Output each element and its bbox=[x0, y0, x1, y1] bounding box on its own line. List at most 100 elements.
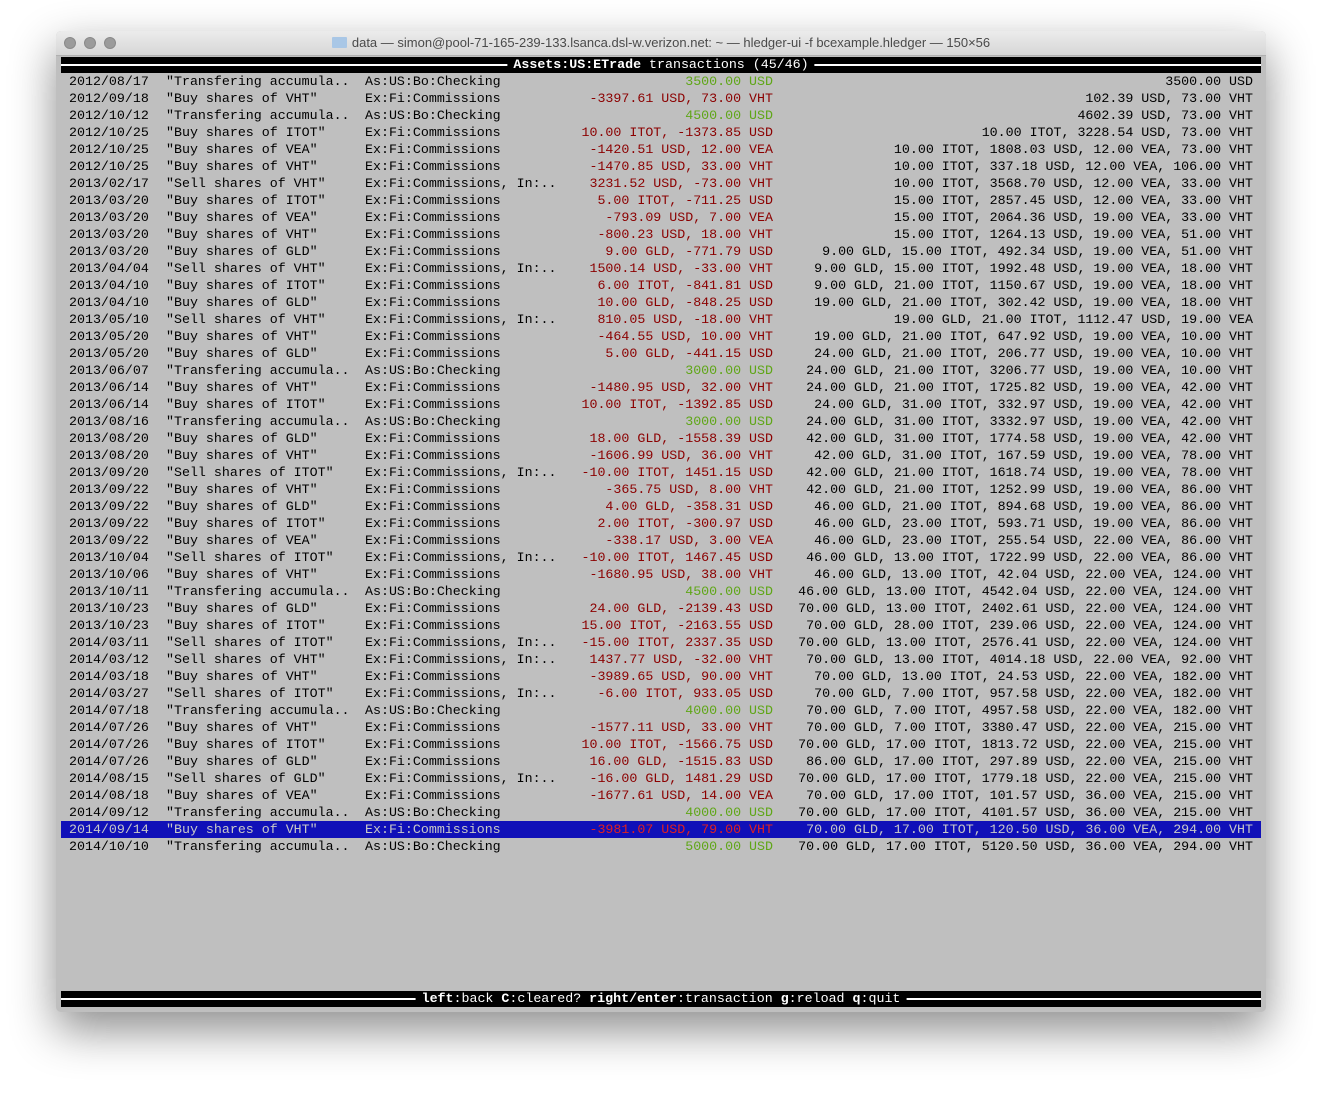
transaction-list[interactable]: 2012/08/17 "Transfering accumula.. As:US:B… bbox=[61, 73, 1261, 855]
table-row[interactable]: 2012/08/17 "Transfering accumula.. As:US:B… bbox=[61, 73, 1261, 90]
balance-cell: 10.00 ITOT, 3228.54 USD, 73.00 VHT bbox=[981, 125, 1253, 140]
change-cell: -464.55 USD, 10.00 VHT bbox=[597, 329, 773, 344]
account-cell: Ex:Fi:Commissions bbox=[365, 448, 501, 463]
description-cell: "Transfering accumula.. bbox=[166, 805, 350, 820]
table-row[interactable]: 2013/05/20 "Buy shares of VHT" Ex:Fi:Commi… bbox=[61, 328, 1261, 345]
table-row[interactable]: 2013/05/20 "Buy shares of GLD" Ex:Fi:Commi… bbox=[61, 345, 1261, 362]
table-row[interactable]: 2013/08/16 "Transfering accumula.. As:US:B… bbox=[61, 413, 1261, 430]
key-action: :transaction bbox=[676, 991, 781, 1006]
table-row[interactable]: 2014/03/11 "Sell shares of ITOT" Ex:Fi:Com… bbox=[61, 634, 1261, 651]
balance-cell: 70.00 GLD, 17.00 ITOT, 1813.72 USD, 22.0… bbox=[798, 737, 1253, 752]
table-row[interactable]: 2014/03/18 "Buy shares of VHT" Ex:Fi:Commi… bbox=[61, 668, 1261, 685]
balance-cell: 3500.00 USD bbox=[1165, 74, 1253, 89]
account-cell: Ex:Fi:Commissions bbox=[365, 142, 501, 157]
date-cell: 2012/09/18 bbox=[69, 91, 149, 106]
table-row[interactable]: 2013/09/20 "Sell shares of ITOT" Ex:Fi:Com… bbox=[61, 464, 1261, 481]
balance-cell: 70.00 GLD, 17.00 ITOT, 1779.18 USD, 22.0… bbox=[798, 771, 1253, 786]
table-row[interactable]: 2014/08/18 "Buy shares of VEA" Ex:Fi:Commi… bbox=[61, 787, 1261, 804]
table-row[interactable]: 2014/07/26 "Buy shares of ITOT" Ex:Fi:Comm… bbox=[61, 736, 1261, 753]
table-row[interactable]: 2013/09/22 "Buy shares of VEA" Ex:Fi:Commi… bbox=[61, 532, 1261, 549]
table-row[interactable]: 2014/07/18 "Transfering accumula.. As:US:B… bbox=[61, 702, 1261, 719]
account-cell: Ex:Fi:Commissions bbox=[365, 295, 501, 310]
table-row[interactable]: 2014/09/12 "Transfering accumula.. As:US:B… bbox=[61, 804, 1261, 821]
table-row[interactable]: 2012/10/25 "Buy shares of ITOT" Ex:Fi:Comm… bbox=[61, 124, 1261, 141]
date-cell: 2014/03/18 bbox=[69, 669, 149, 684]
date-cell: 2013/04/04 bbox=[69, 261, 149, 276]
date-cell: 2012/10/25 bbox=[69, 125, 149, 140]
balance-cell: 19.00 GLD, 21.00 ITOT, 1112.47 USD, 19.0… bbox=[893, 312, 1253, 327]
table-row[interactable]: 2012/10/25 "Buy shares of VHT" Ex:Fi:Commi… bbox=[61, 158, 1261, 175]
description-cell: "Buy shares of GLD" bbox=[166, 295, 318, 310]
description-cell: "Buy shares of ITOT" bbox=[166, 516, 326, 531]
change-cell: -1480.95 USD, 32.00 VHT bbox=[589, 380, 773, 395]
table-row[interactable]: 2013/04/10 "Buy shares of ITOT" Ex:Fi:Comm… bbox=[61, 277, 1261, 294]
date-cell: 2013/03/20 bbox=[69, 227, 149, 242]
key-action: :cleared? bbox=[509, 991, 590, 1006]
account-cell: As:US:Bo:Checking bbox=[365, 584, 501, 599]
balance-cell: 46.00 GLD, 13.00 ITOT, 1722.99 USD, 22.0… bbox=[806, 550, 1253, 565]
table-row[interactable]: 2014/08/15 "Sell shares of GLD" Ex:Fi:Comm… bbox=[61, 770, 1261, 787]
table-row[interactable]: 2013/03/20 "Buy shares of ITOT" Ex:Fi:Comm… bbox=[61, 192, 1261, 209]
table-row[interactable]: 2013/08/20 "Buy shares of GLD" Ex:Fi:Commi… bbox=[61, 430, 1261, 447]
table-row[interactable]: 2014/03/12 "Sell shares of VHT" Ex:Fi:Comm… bbox=[61, 651, 1261, 668]
table-row[interactable]: 2013/04/04 "Sell shares of VHT" Ex:Fi:Comm… bbox=[61, 260, 1261, 277]
description-cell: "Buy shares of VHT" bbox=[166, 380, 318, 395]
table-row[interactable]: 2013/10/04 "Sell shares of ITOT" Ex:Fi:Com… bbox=[61, 549, 1261, 566]
header-bar: Assets:US:ETrade transactions (45/46) bbox=[61, 57, 1261, 73]
terminal[interactable]: Assets:US:ETrade transactions (45/46) 20… bbox=[61, 57, 1261, 1007]
balance-cell: 19.00 GLD, 21.00 ITOT, 302.42 USD, 19.00… bbox=[814, 295, 1253, 310]
account-cell: Ex:Fi:Commissions, In:.. bbox=[365, 635, 557, 650]
account-cell: As:US:Bo:Checking bbox=[365, 74, 501, 89]
table-row[interactable]: 2013/06/14 "Buy shares of VHT" Ex:Fi:Commi… bbox=[61, 379, 1261, 396]
table-row[interactable]: 2013/03/20 "Buy shares of VEA" Ex:Fi:Commi… bbox=[61, 209, 1261, 226]
change-cell: 10.00 GLD, -848.25 USD bbox=[597, 295, 773, 310]
close-button[interactable] bbox=[64, 37, 76, 49]
table-row-selected[interactable]: 2014/09/14 "Buy shares of VHT" Ex:Fi:Commi… bbox=[61, 821, 1261, 838]
key-name: right/enter bbox=[589, 991, 677, 1006]
table-row[interactable]: 2014/10/10 "Transfering accumula.. As:US:B… bbox=[61, 838, 1261, 855]
table-row[interactable]: 2013/10/23 "Buy shares of ITOT" Ex:Fi:Comm… bbox=[61, 617, 1261, 634]
table-row[interactable]: 2013/10/11 "Transfering accumula.. As:US:B… bbox=[61, 583, 1261, 600]
table-row[interactable]: 2013/02/17 "Sell shares of VHT" Ex:Fi:Comm… bbox=[61, 175, 1261, 192]
table-row[interactable]: 2012/10/12 "Transfering accumula.. As:US:B… bbox=[61, 107, 1261, 124]
change-cell: 2.00 ITOT, -300.97 USD bbox=[597, 516, 773, 531]
date-cell: 2014/09/12 bbox=[69, 805, 149, 820]
table-row[interactable]: 2013/08/20 "Buy shares of VHT" Ex:Fi:Commi… bbox=[61, 447, 1261, 464]
table-row[interactable]: 2013/10/23 "Buy shares of GLD" Ex:Fi:Commi… bbox=[61, 600, 1261, 617]
date-cell: 2014/07/26 bbox=[69, 720, 149, 735]
balance-cell: 9.00 GLD, 15.00 ITOT, 1992.48 USD, 19.00… bbox=[814, 261, 1253, 276]
minimize-button[interactable] bbox=[84, 37, 96, 49]
table-row[interactable]: 2013/04/10 "Buy shares of GLD" Ex:Fi:Commi… bbox=[61, 294, 1261, 311]
table-row[interactable]: 2014/07/26 "Buy shares of VHT" Ex:Fi:Commi… bbox=[61, 719, 1261, 736]
table-row[interactable]: 2013/05/10 "Sell shares of VHT" Ex:Fi:Comm… bbox=[61, 311, 1261, 328]
key-help: left:back C:cleared? right/enter:transac… bbox=[415, 991, 907, 1007]
table-row[interactable]: 2013/03/20 "Buy shares of GLD" Ex:Fi:Commi… bbox=[61, 243, 1261, 260]
description-cell: "Transfering accumula.. bbox=[166, 108, 350, 123]
table-row[interactable]: 2013/10/06 "Buy shares of VHT" Ex:Fi:Commi… bbox=[61, 566, 1261, 583]
balance-cell: 70.00 GLD, 7.00 ITOT, 4957.58 USD, 22.00… bbox=[806, 703, 1253, 718]
table-row[interactable]: 2013/03/20 "Buy shares of VHT" Ex:Fi:Commi… bbox=[61, 226, 1261, 243]
table-row[interactable]: 2013/06/14 "Buy shares of ITOT" Ex:Fi:Comm… bbox=[61, 396, 1261, 413]
balance-cell: 70.00 GLD, 13.00 ITOT, 2402.61 USD, 22.0… bbox=[798, 601, 1253, 616]
date-cell: 2012/10/25 bbox=[69, 142, 149, 157]
table-row[interactable]: 2012/10/25 "Buy shares of VEA" Ex:Fi:Commi… bbox=[61, 141, 1261, 158]
balance-cell: 42.00 GLD, 21.00 ITOT, 1252.99 USD, 19.0… bbox=[806, 482, 1253, 497]
description-cell: "Transfering accumula.. bbox=[166, 703, 350, 718]
table-row[interactable]: 2013/09/22 "Buy shares of ITOT" Ex:Fi:Comm… bbox=[61, 515, 1261, 532]
table-row[interactable]: 2013/09/22 "Buy shares of VHT" Ex:Fi:Commi… bbox=[61, 481, 1261, 498]
table-row[interactable]: 2013/06/07 "Transfering accumula.. As:US:B… bbox=[61, 362, 1261, 379]
change-cell: -793.09 USD, 7.00 VEA bbox=[605, 210, 773, 225]
table-row[interactable]: 2013/09/22 "Buy shares of GLD" Ex:Fi:Commi… bbox=[61, 498, 1261, 515]
description-cell: "Buy shares of VHT" bbox=[166, 669, 318, 684]
table-row[interactable]: 2012/09/18 "Buy shares of VHT" Ex:Fi:Commi… bbox=[61, 90, 1261, 107]
date-cell: 2014/08/18 bbox=[69, 788, 149, 803]
change-cell: 810.05 USD, -18.00 VHT bbox=[597, 312, 773, 327]
table-row[interactable]: 2014/03/27 "Sell shares of ITOT" Ex:Fi:Com… bbox=[61, 685, 1261, 702]
zoom-button[interactable] bbox=[104, 37, 116, 49]
description-cell: "Buy shares of VHT" bbox=[166, 329, 318, 344]
description-cell: "Buy shares of ITOT" bbox=[166, 618, 326, 633]
table-row[interactable]: 2014/07/26 "Buy shares of GLD" Ex:Fi:Commi… bbox=[61, 753, 1261, 770]
balance-cell: 24.00 GLD, 31.00 ITOT, 332.97 USD, 19.00… bbox=[814, 397, 1253, 412]
date-cell: 2013/09/20 bbox=[69, 465, 149, 480]
description-cell: "Sell shares of VHT" bbox=[166, 652, 326, 667]
